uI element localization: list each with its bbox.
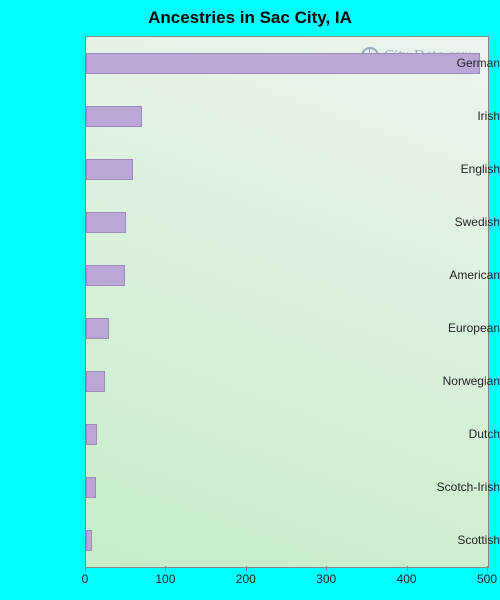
bar [86,106,142,126]
bar [86,212,126,232]
category-label: American [423,268,500,282]
x-tick-label: 200 [226,572,266,586]
x-tick-label: 0 [65,572,105,586]
bar [86,53,480,73]
x-tick-mark [246,566,247,571]
x-tick-label: 500 [467,572,500,586]
category-label: English [423,162,500,176]
bar [86,530,92,550]
bar [86,159,133,179]
category-label: Dutch [423,427,500,441]
category-label: German [423,56,500,70]
x-tick-label: 300 [306,572,346,586]
bar [86,424,97,444]
bar [86,265,125,285]
category-label: European [423,321,500,335]
bar [86,477,96,497]
x-tick-mark [326,566,327,571]
category-label: Norwegian [423,374,500,388]
x-tick-mark [85,566,86,571]
category-label: Irish [423,109,500,123]
x-tick-label: 400 [387,572,427,586]
bar [86,371,105,391]
chart-title: Ancestries in Sac City, IA [0,8,500,28]
bar [86,318,109,338]
category-label: Scottish [423,533,500,547]
x-tick-mark [487,566,488,571]
x-tick-mark [165,566,166,571]
x-tick-mark [407,566,408,571]
x-tick-label: 100 [145,572,185,586]
category-label: Scotch-Irish [423,480,500,494]
category-label: Swedish [423,215,500,229]
